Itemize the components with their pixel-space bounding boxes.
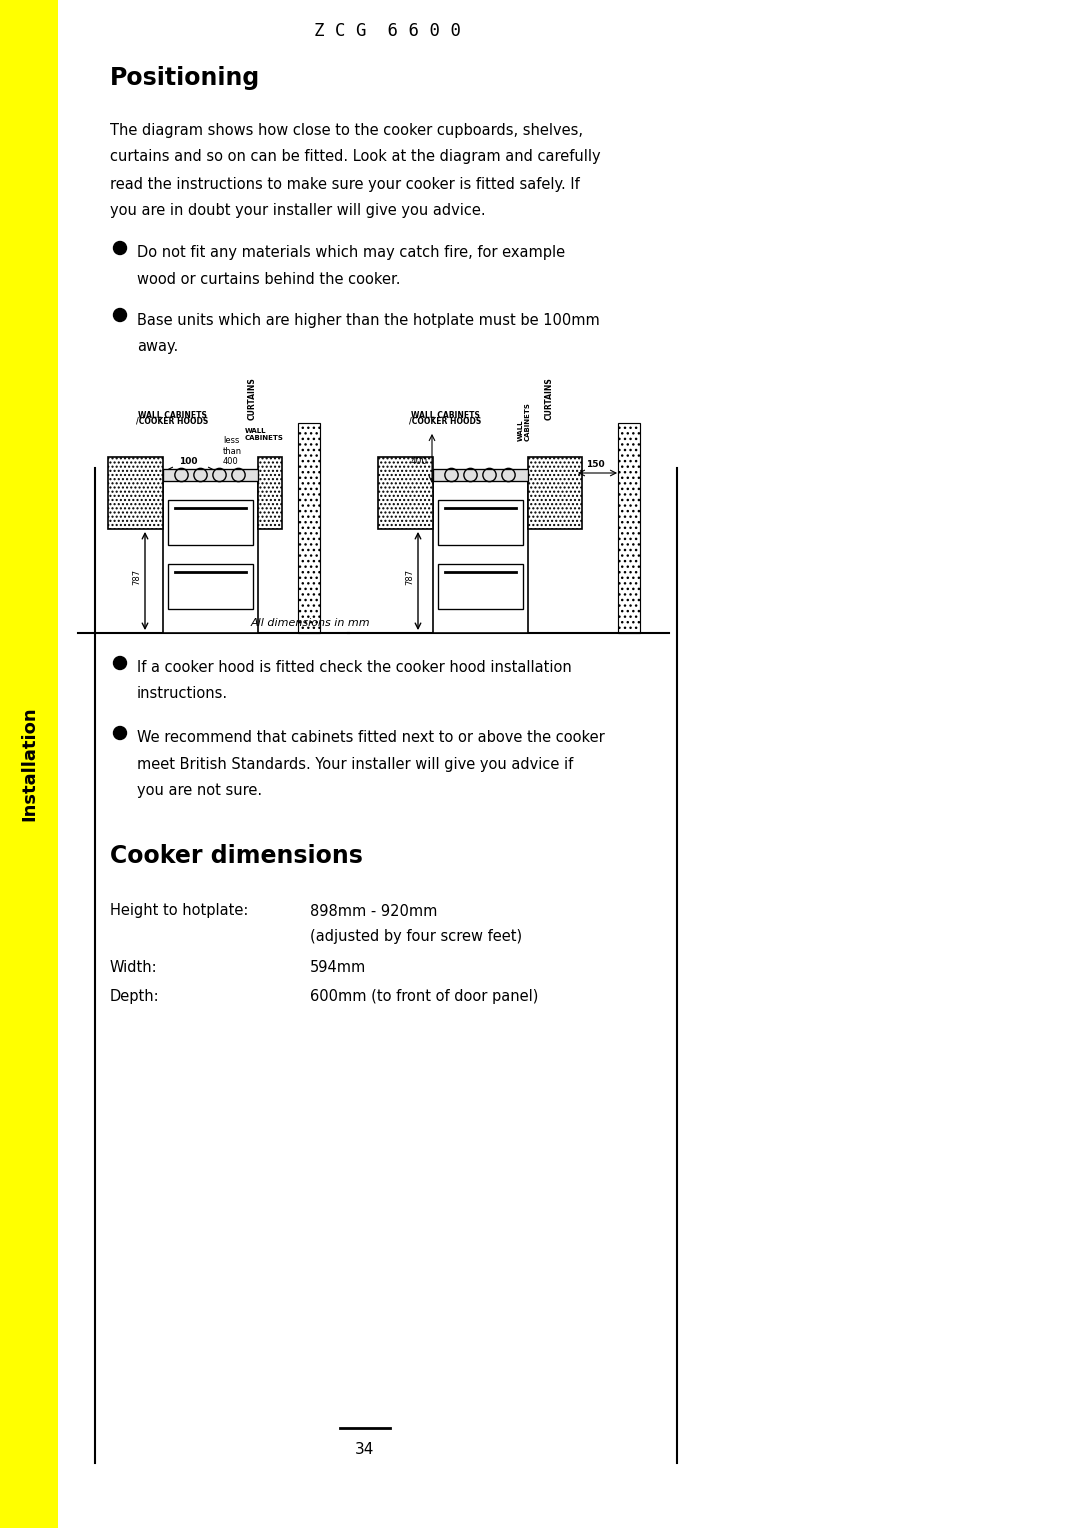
Text: If a cooker hood is fitted check the cooker hood installation: If a cooker hood is fitted check the coo…: [137, 660, 571, 675]
Text: instructions.: instructions.: [137, 686, 228, 701]
Text: WALL
CABINETS: WALL CABINETS: [518, 402, 531, 442]
Text: 898mm - 920mm: 898mm - 920mm: [310, 903, 437, 918]
Text: The diagram shows how close to the cooker cupboards, shelves,: The diagram shows how close to the cooke…: [110, 122, 583, 138]
Bar: [378, 457, 432, 529]
Text: WALL CABINETS: WALL CABINETS: [137, 411, 206, 420]
Text: WALL
CABINETS: WALL CABINETS: [245, 428, 284, 442]
Text: Width:: Width:: [110, 960, 158, 975]
Bar: [527, 457, 581, 529]
Bar: [167, 564, 253, 610]
Bar: [527, 457, 581, 529]
Text: CURTAINS: CURTAINS: [545, 377, 554, 420]
Text: 100: 100: [179, 457, 198, 466]
Text: Do not fit any materials which may catch fire, for example: Do not fit any materials which may catch…: [137, 246, 565, 260]
Circle shape: [113, 726, 126, 740]
Bar: [297, 423, 320, 633]
Text: Height to hotplate:: Height to hotplate:: [110, 903, 248, 918]
Text: 787: 787: [132, 568, 141, 585]
Text: less
than
400: less than 400: [222, 435, 242, 466]
Text: you are not sure.: you are not sure.: [137, 782, 262, 798]
Text: /COOKER HOODS: /COOKER HOODS: [409, 417, 481, 426]
Bar: [437, 500, 523, 545]
Text: Cooker dimensions: Cooker dimensions: [110, 843, 363, 868]
Bar: [162, 469, 257, 481]
Text: Depth:: Depth:: [110, 990, 160, 1004]
Bar: [437, 564, 523, 610]
Text: 600mm (to front of door panel): 600mm (to front of door panel): [310, 990, 538, 1004]
Bar: [432, 469, 527, 481]
Bar: [378, 457, 432, 529]
Text: 594mm: 594mm: [310, 960, 366, 975]
Text: 34: 34: [355, 1442, 375, 1458]
Text: Base units which are higher than the hotplate must be 100mm: Base units which are higher than the hot…: [137, 313, 599, 327]
Bar: [108, 457, 162, 529]
Text: (adjusted by four screw feet): (adjusted by four screw feet): [310, 929, 522, 944]
Bar: [0, 0, 58, 1528]
Bar: [432, 474, 527, 633]
Bar: [108, 457, 162, 529]
Circle shape: [113, 657, 126, 669]
Text: read the instructions to make sure your cooker is fitted safely. If: read the instructions to make sure your …: [110, 177, 580, 191]
Text: WALL CABINETS: WALL CABINETS: [410, 411, 480, 420]
Text: Positioning: Positioning: [110, 66, 260, 90]
Bar: [162, 474, 257, 633]
Text: 150: 150: [585, 460, 605, 469]
Text: wood or curtains behind the cooker.: wood or curtains behind the cooker.: [137, 272, 401, 287]
Bar: [618, 423, 639, 633]
Circle shape: [113, 241, 126, 255]
Circle shape: [113, 309, 126, 321]
Text: All dimensions in mm: All dimensions in mm: [251, 617, 369, 628]
Text: you are in doubt your installer will give you advice.: you are in doubt your installer will giv…: [110, 203, 486, 219]
Text: Installation: Installation: [21, 706, 38, 822]
Text: 400: 400: [410, 457, 428, 466]
Text: away.: away.: [137, 339, 178, 353]
Text: We recommend that cabinets fitted next to or above the cooker: We recommend that cabinets fitted next t…: [137, 730, 605, 746]
Bar: [257, 457, 282, 529]
Bar: [257, 457, 282, 529]
Text: meet British Standards. Your installer will give you advice if: meet British Standards. Your installer w…: [137, 756, 573, 772]
Text: /COOKER HOODS: /COOKER HOODS: [136, 417, 208, 426]
Text: CURTAINS: CURTAINS: [248, 377, 257, 420]
Text: curtains and so on can be fitted. Look at the diagram and carefully: curtains and so on can be fitted. Look a…: [110, 150, 600, 165]
Text: 787: 787: [405, 568, 414, 585]
Text: Z C G  6 6 0 0: Z C G 6 6 0 0: [313, 21, 460, 40]
Bar: [167, 500, 253, 545]
